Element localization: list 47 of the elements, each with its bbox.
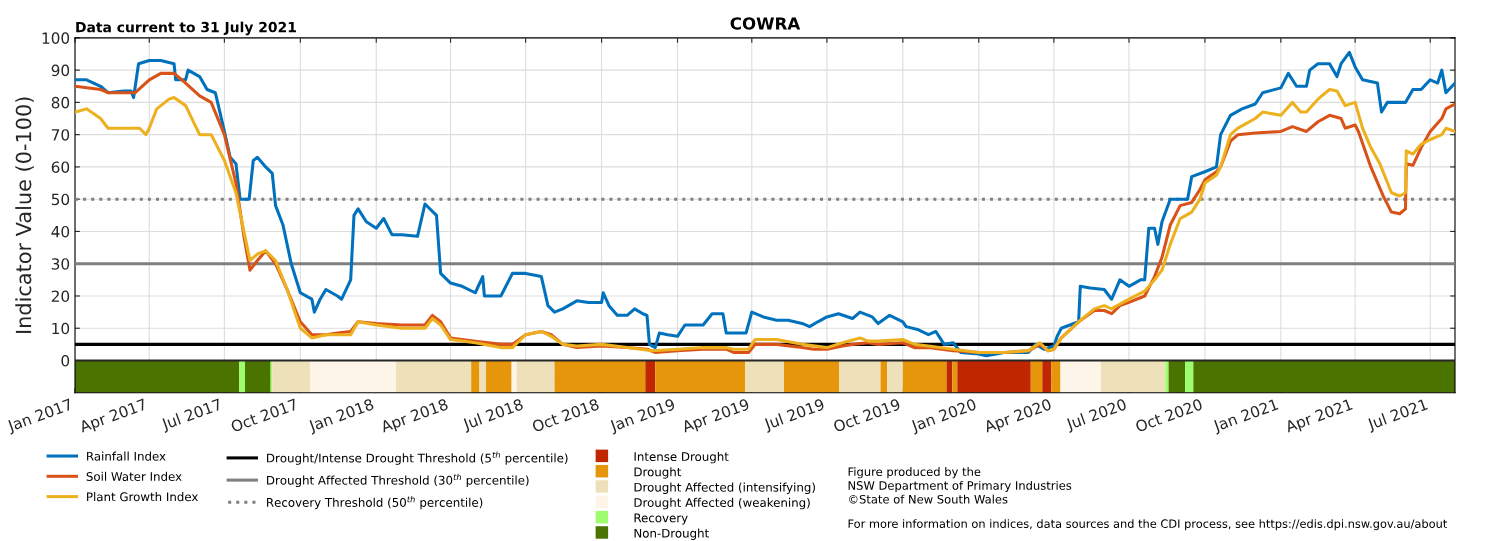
legend-label: Intense Drought bbox=[634, 451, 729, 464]
x-tick-label: Apr 2021 bbox=[1284, 398, 1354, 436]
x-tick-label: Oct 2019 bbox=[832, 398, 901, 433]
legend-label: Recovery Threshold (50$^{th}$ percentile) bbox=[267, 495, 483, 510]
text: Figure produced by the NSW Department of Primary Industries ©State of New South Wales bbox=[848, 467, 1072, 504]
x-tick-label: Apr 2018 bbox=[379, 398, 450, 436]
legend-label: Drought bbox=[634, 467, 682, 479]
legend-label: Recovery bbox=[634, 513, 688, 525]
x-tick-label: Oct 2018 bbox=[531, 398, 600, 433]
y-tick-label: 80 bbox=[51, 96, 70, 109]
y-tick-label: 30 bbox=[51, 258, 70, 270]
x-tick-label: Jul 2021 bbox=[1366, 398, 1429, 433]
legend-label: Drought Affected (weakening) bbox=[634, 497, 810, 510]
legend-label: Drought Affected (intensifying) bbox=[634, 482, 815, 494]
y-axis-title: Indicator Value (0-100) bbox=[15, 97, 34, 333]
x-tick-label: Apr 2017 bbox=[78, 398, 149, 436]
y-tick-label: 90 bbox=[51, 64, 70, 77]
x-tick-label: Jul 2017 bbox=[160, 398, 224, 433]
x-tick-label: Jul 2020 bbox=[1064, 397, 1128, 433]
x-tick-label: Jan 2021 bbox=[1211, 398, 1280, 435]
y-tick-label: 60 bbox=[51, 161, 70, 173]
y-tick-label: 50 bbox=[51, 193, 70, 206]
legend-label: Soil Water Index bbox=[86, 471, 182, 481]
y-tick-label: 70 bbox=[51, 129, 70, 141]
x-tick-label: Oct 2020 bbox=[1134, 398, 1203, 433]
y-tick-label: 0 bbox=[61, 354, 70, 367]
legend-label: Drought/Intense Drought Threshold (5$^{th}$ percentile) bbox=[267, 451, 568, 465]
y-tick-label: 10 bbox=[52, 322, 70, 335]
text: For more information on indices, data sources and the CDI process, see https://edis.dpi.nsw.gov.au/about bbox=[848, 519, 1448, 531]
y-tick-label: 40 bbox=[51, 225, 70, 238]
y-tick-label: 100 bbox=[42, 32, 70, 44]
legend-label: Non-Drought bbox=[634, 528, 709, 540]
legend-label: Drought Affected Threshold (30$^{th}$ percentile) bbox=[267, 473, 529, 487]
x-tick-label: Oct 2017 bbox=[230, 398, 299, 433]
legend-label: Plant Growth Index bbox=[87, 492, 198, 502]
x-tick-label: Jan 2020 bbox=[909, 398, 978, 435]
chart-title: COWRA bbox=[730, 17, 801, 30]
legend-label: Rainfall Index bbox=[87, 451, 166, 461]
x-tick-label: Jan 2019 bbox=[608, 398, 677, 435]
x-tick-label: Jul 2019 bbox=[762, 397, 826, 433]
x-tick-label: Jan 2017 bbox=[6, 398, 74, 435]
x-tick-label: Jul 2018 bbox=[461, 397, 525, 433]
x-tick-label: Apr 2019 bbox=[681, 398, 751, 436]
x-tick-label: Apr 2020 bbox=[983, 398, 1053, 436]
x-tick-label: Jan 2018 bbox=[307, 398, 376, 435]
text: Data current to 31 July 2021 bbox=[76, 21, 296, 36]
y-tick-label: 20 bbox=[51, 290, 70, 302]
